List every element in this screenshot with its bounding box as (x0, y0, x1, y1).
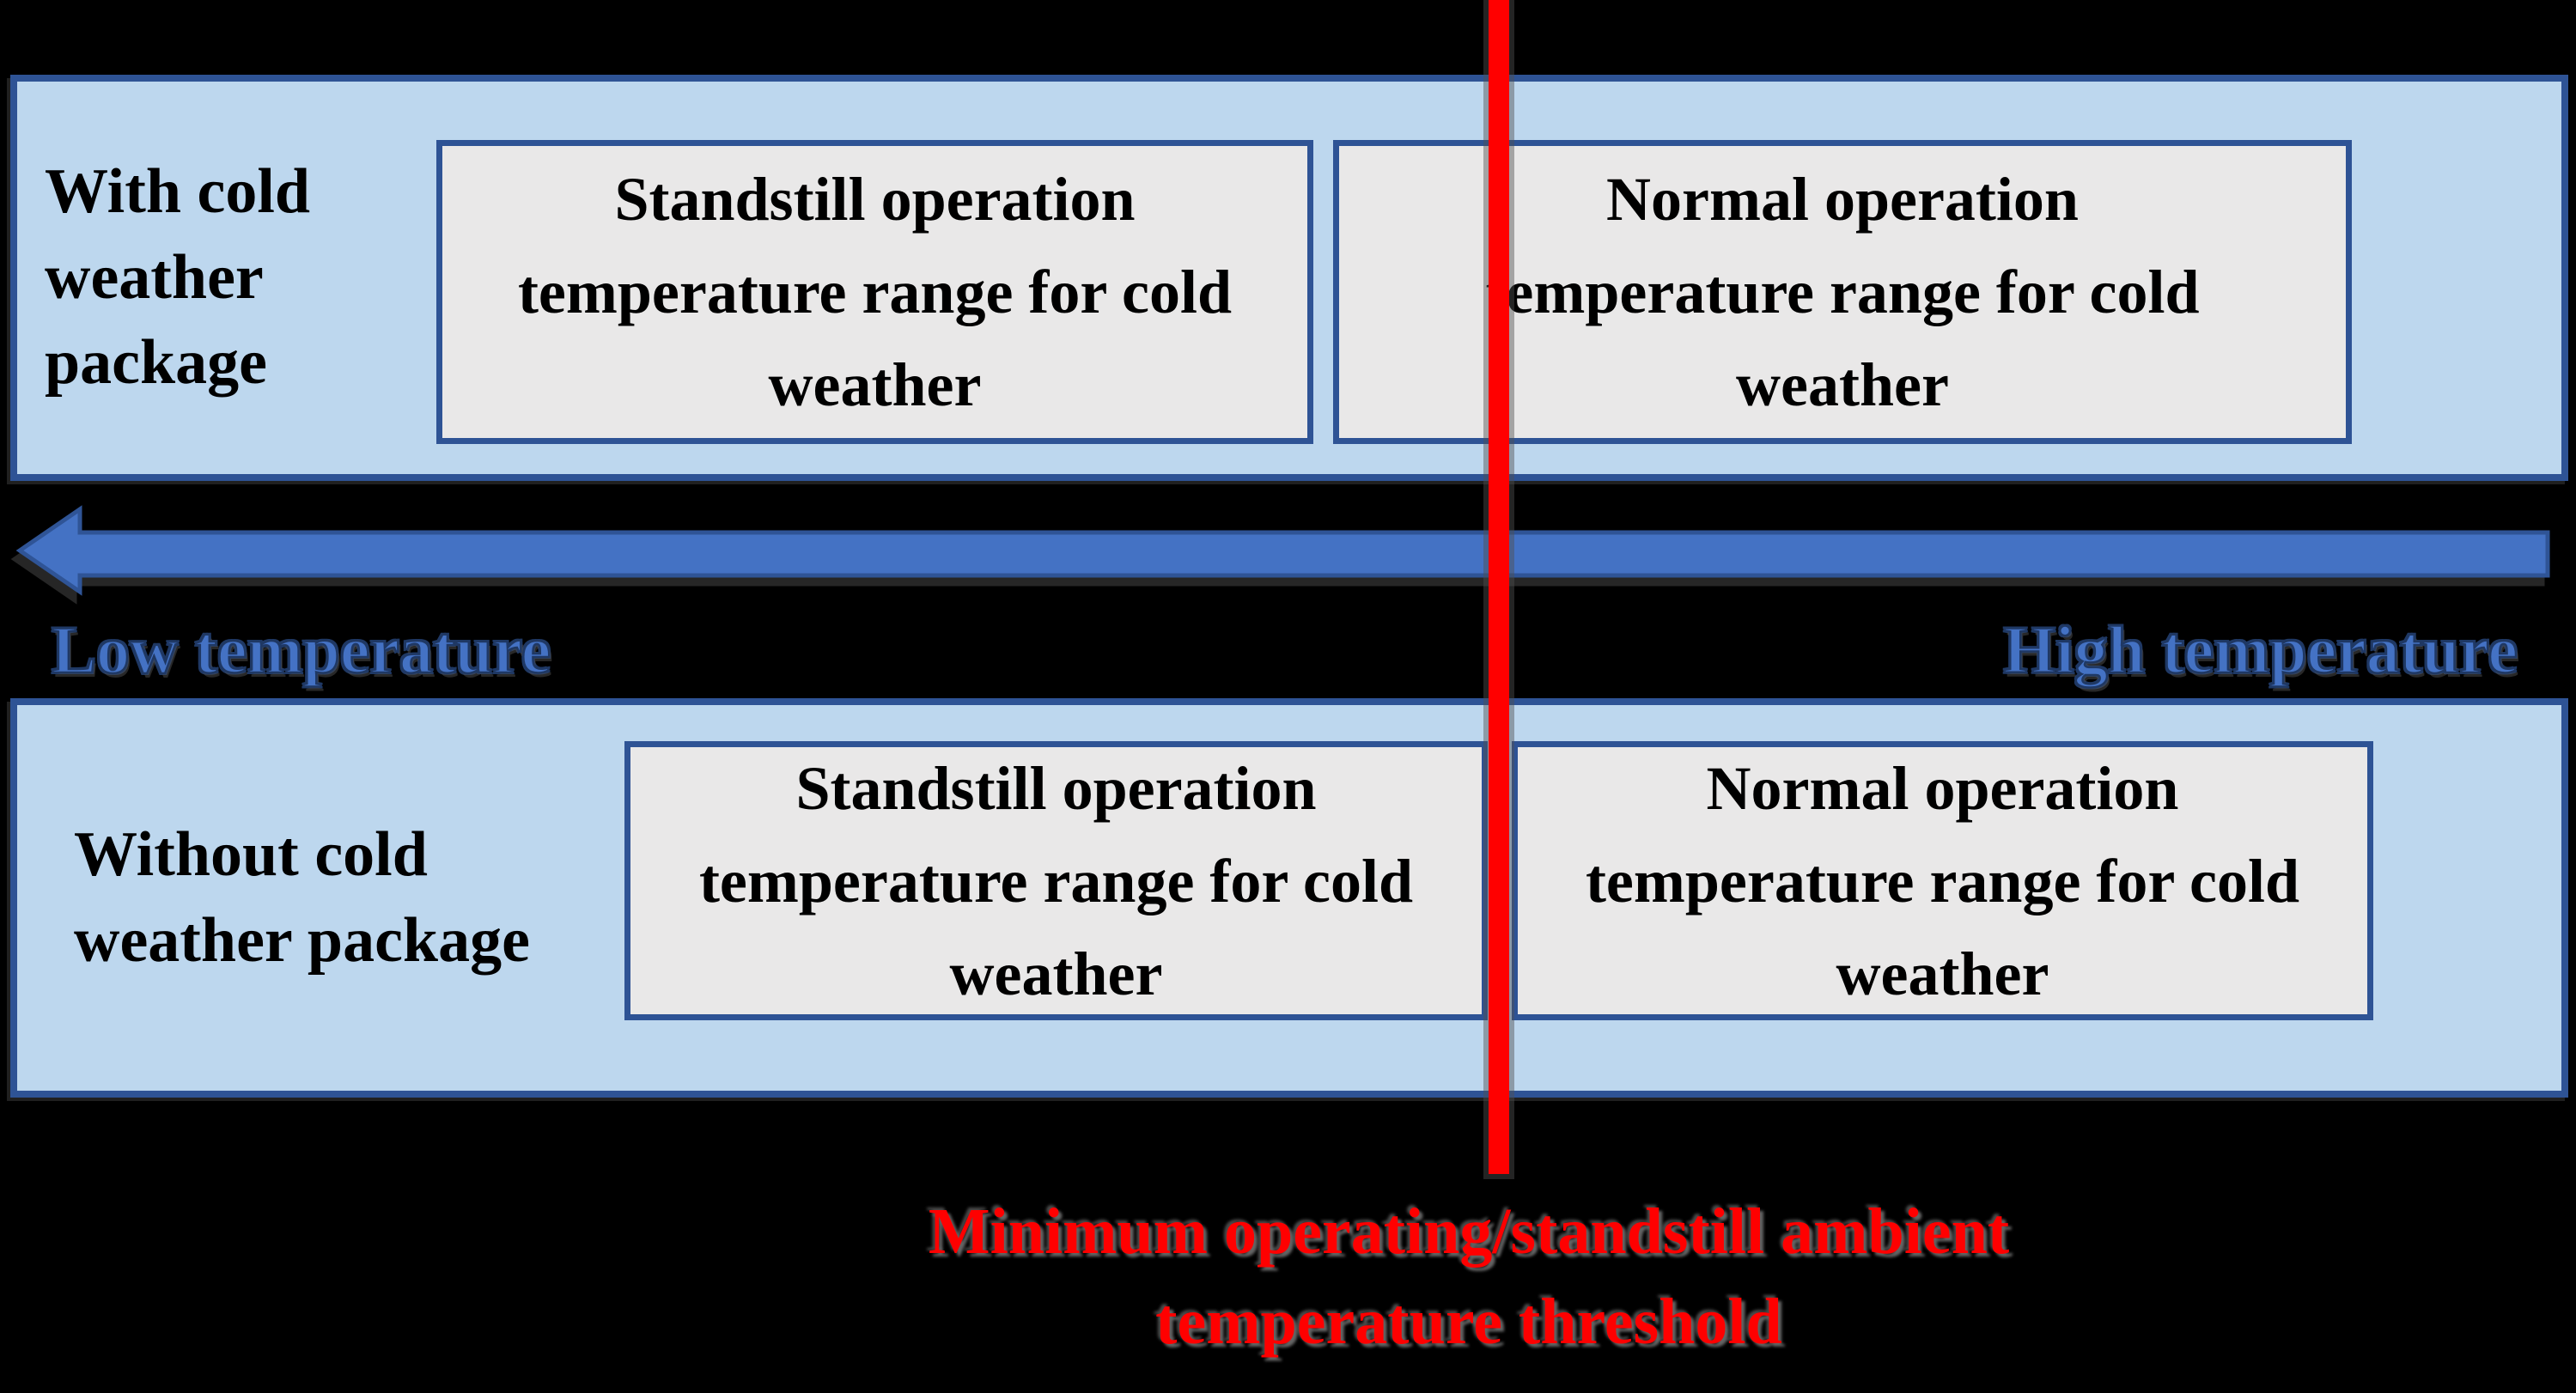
box-normal-range-without-package: Normal operation temperature range for c… (1512, 741, 2373, 1020)
box-normal-range-with-package-text: Normal operation temperature range for c… (1485, 165, 2200, 419)
row-label-without-cold-weather-package: Without cold weather package (74, 818, 530, 976)
box-normal-range-without-package-text: Normal operation temperature range for c… (1585, 753, 2300, 1008)
axis-label-low-temperature: Low temperature (51, 611, 552, 688)
box-standstill-range-with-package: Standstill operation temperature range f… (436, 140, 1313, 444)
box-normal-range-with-package: Normal operation temperature range for c… (1333, 140, 2352, 444)
minimum-temperature-threshold-line (1489, 0, 1509, 1174)
box-standstill-range-without-package: Standstill operation temperature range f… (624, 741, 1488, 1020)
left-arrow-temperature-axis (15, 505, 2550, 596)
left-arrow-shape (15, 505, 2550, 596)
minimum-temperature-threshold-caption: Minimum operating/standstill ambient tem… (928, 1195, 2010, 1358)
box-standstill-range-with-package-text: Standstill operation temperature range f… (517, 165, 1233, 419)
row-label-with-cold-weather-package: With cold weather package (45, 155, 311, 398)
axis-label-high-temperature: High temperature (2002, 611, 2518, 688)
box-standstill-range-without-package-text: Standstill operation temperature range f… (698, 753, 1414, 1008)
